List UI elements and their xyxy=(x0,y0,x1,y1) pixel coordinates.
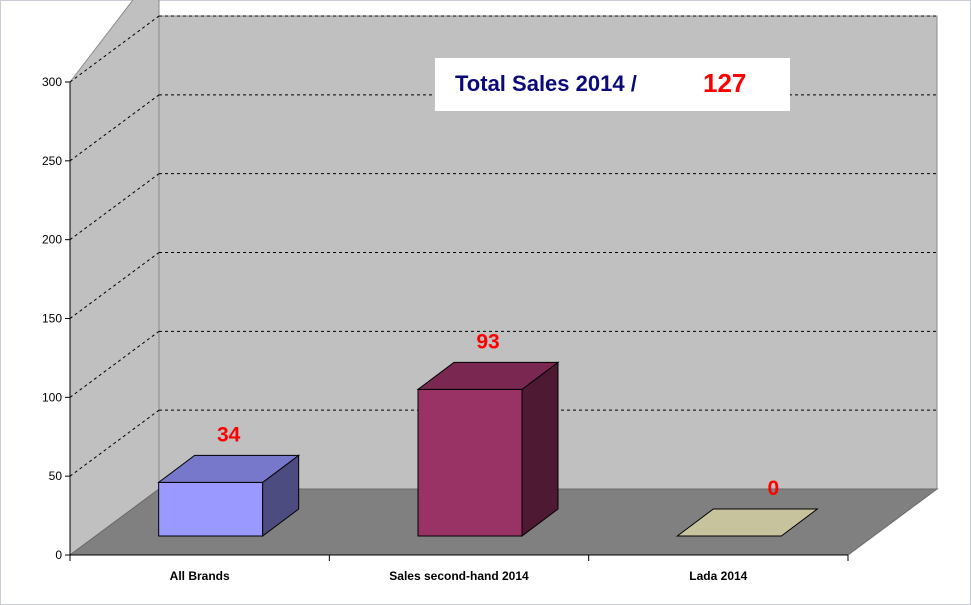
bar xyxy=(157,454,301,537)
bar-top xyxy=(157,454,301,483)
gridline-side xyxy=(69,252,160,319)
bar xyxy=(416,361,560,537)
gridline-side xyxy=(69,330,160,398)
bar-front xyxy=(158,481,264,537)
data-labels: 34 93 0 xyxy=(217,330,779,500)
gridlines xyxy=(69,15,937,477)
category-label: Lada 2014 xyxy=(689,569,747,583)
y-tick-label: 250 xyxy=(42,154,62,168)
gridline-side xyxy=(69,94,160,162)
chart-title: Total Sales 2014 / xyxy=(455,71,637,96)
category-label: Sales second-hand 2014 xyxy=(389,569,529,583)
bar xyxy=(675,508,819,537)
bar-top xyxy=(675,508,819,537)
bar-front xyxy=(417,388,523,537)
side-wall xyxy=(69,0,160,556)
y-tick-label: 300 xyxy=(42,75,62,89)
y-tick-label: 0 xyxy=(55,548,62,562)
total-sales-value: 127 xyxy=(703,68,747,98)
gridline-side xyxy=(69,409,160,477)
data-label: 93 xyxy=(476,330,499,353)
category-label: All Brands xyxy=(170,569,230,583)
bars xyxy=(157,361,819,537)
axes xyxy=(65,81,849,561)
y-tick-label: 50 xyxy=(49,469,63,483)
y-tick-label: 200 xyxy=(42,233,62,247)
gridline-side xyxy=(69,15,160,83)
y-tick-label: 100 xyxy=(42,390,62,404)
bar-top xyxy=(416,361,560,390)
data-label: 0 xyxy=(767,477,779,500)
category-labels: All Brands Sales second-hand 2014 Lada 201… xyxy=(170,569,748,583)
y-tick-labels: 0 50 100 150 200 250 300 xyxy=(42,75,62,562)
y-tick-label: 150 xyxy=(42,312,62,326)
chart-title-box: Total Sales 2014 / 127 xyxy=(435,58,790,111)
data-label: 34 xyxy=(217,423,241,446)
bar-side xyxy=(521,361,559,537)
gridline-side xyxy=(69,173,160,241)
